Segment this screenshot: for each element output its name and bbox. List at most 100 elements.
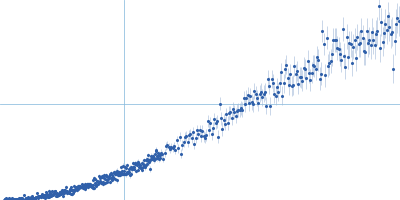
Point bbox=[80, 186, 87, 189]
Point bbox=[12, 197, 18, 200]
Point bbox=[72, 187, 78, 190]
Point bbox=[130, 166, 136, 169]
Point bbox=[44, 195, 51, 198]
Point bbox=[94, 180, 100, 183]
Point bbox=[304, 59, 311, 62]
Point bbox=[32, 195, 39, 199]
Point bbox=[294, 69, 300, 72]
Point bbox=[106, 174, 112, 178]
Point bbox=[62, 185, 69, 188]
Point bbox=[228, 116, 235, 119]
Point bbox=[110, 171, 117, 174]
Point bbox=[50, 193, 56, 196]
Point bbox=[186, 133, 192, 136]
Point bbox=[56, 193, 62, 196]
Point bbox=[353, 56, 359, 60]
Point bbox=[115, 172, 122, 175]
Point bbox=[38, 196, 44, 199]
Point bbox=[164, 144, 171, 147]
Point bbox=[75, 185, 82, 188]
Point bbox=[368, 43, 374, 47]
Point bbox=[18, 197, 24, 200]
Point bbox=[100, 177, 107, 180]
Point bbox=[111, 171, 118, 174]
Point bbox=[333, 38, 339, 42]
Point bbox=[373, 32, 379, 35]
Point bbox=[153, 149, 159, 152]
Point bbox=[101, 173, 108, 176]
Point bbox=[84, 183, 90, 187]
Point bbox=[66, 191, 72, 194]
Point bbox=[81, 185, 88, 188]
Point bbox=[252, 93, 259, 96]
Point bbox=[144, 158, 150, 161]
Point bbox=[122, 165, 128, 168]
Point bbox=[133, 161, 140, 164]
Point bbox=[262, 90, 268, 93]
Point bbox=[384, 28, 390, 31]
Point bbox=[76, 186, 82, 189]
Point bbox=[28, 195, 34, 199]
Point bbox=[119, 172, 125, 175]
Point bbox=[27, 196, 34, 199]
Point bbox=[38, 194, 44, 198]
Point bbox=[57, 190, 64, 193]
Point bbox=[48, 192, 54, 196]
Point bbox=[142, 166, 148, 169]
Point bbox=[151, 156, 157, 159]
Point bbox=[89, 185, 95, 188]
Point bbox=[47, 192, 54, 195]
Point bbox=[358, 29, 364, 33]
Point bbox=[108, 178, 115, 181]
Point bbox=[170, 147, 176, 150]
Point bbox=[112, 172, 119, 176]
Point bbox=[95, 180, 101, 183]
Point bbox=[84, 185, 91, 188]
Point bbox=[129, 168, 135, 171]
Point bbox=[140, 162, 146, 165]
Point bbox=[78, 185, 84, 188]
Point bbox=[75, 187, 81, 190]
Point bbox=[139, 168, 145, 171]
Point bbox=[54, 194, 61, 197]
Point bbox=[260, 92, 267, 96]
Point bbox=[321, 42, 327, 46]
Point bbox=[76, 185, 83, 189]
Point bbox=[29, 195, 35, 198]
Point bbox=[118, 165, 124, 169]
Point bbox=[362, 50, 368, 53]
Point bbox=[70, 188, 76, 191]
Point bbox=[276, 81, 283, 84]
Point bbox=[80, 185, 86, 188]
Point bbox=[196, 129, 203, 132]
Point bbox=[272, 94, 279, 98]
Point bbox=[53, 193, 59, 196]
Point bbox=[26, 196, 33, 200]
Point bbox=[238, 106, 244, 110]
Point bbox=[235, 108, 242, 112]
Point bbox=[286, 83, 292, 86]
Point bbox=[322, 74, 328, 77]
Point bbox=[5, 199, 12, 200]
Point bbox=[295, 82, 302, 86]
Point bbox=[62, 188, 68, 191]
Point bbox=[3, 197, 10, 200]
Point bbox=[302, 68, 308, 71]
Point bbox=[58, 189, 65, 192]
Point bbox=[48, 194, 55, 197]
Point bbox=[148, 157, 155, 160]
Point bbox=[120, 164, 126, 168]
Point bbox=[143, 163, 149, 166]
Point bbox=[16, 198, 23, 200]
Point bbox=[122, 172, 128, 176]
Point bbox=[345, 55, 351, 58]
Point bbox=[116, 171, 122, 174]
Point bbox=[88, 184, 94, 187]
Point bbox=[43, 191, 49, 194]
Point bbox=[222, 122, 228, 125]
Point bbox=[259, 96, 266, 99]
Point bbox=[184, 140, 191, 143]
Point bbox=[131, 162, 138, 165]
Point bbox=[218, 117, 224, 120]
Point bbox=[288, 84, 295, 87]
